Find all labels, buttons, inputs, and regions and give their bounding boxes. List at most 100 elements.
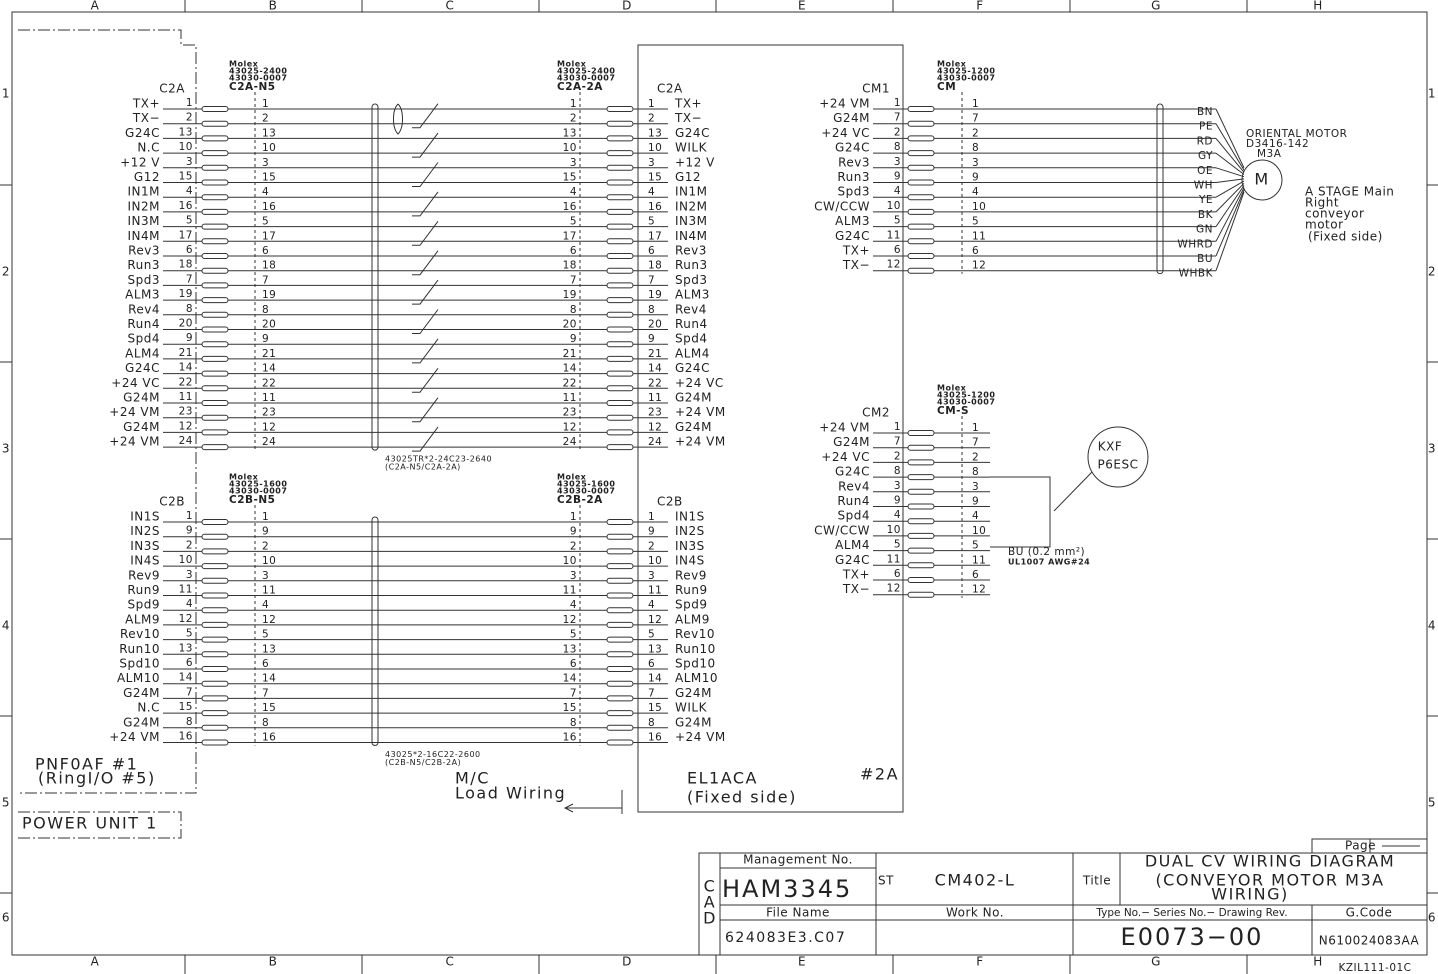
pin-label: 21 bbox=[179, 347, 193, 359]
column-label: F bbox=[976, 0, 983, 13]
pin-label: 1 bbox=[648, 511, 655, 523]
row-label: 4 bbox=[2, 619, 10, 633]
row-label: 3 bbox=[1428, 442, 1436, 456]
pin-label: 2 bbox=[262, 113, 269, 125]
signal-label: +24 VC bbox=[675, 376, 724, 390]
motor-model: D3416-142 bbox=[1246, 138, 1309, 150]
connector-part: 43030-0007 bbox=[557, 74, 615, 83]
pin-label: 6 bbox=[648, 245, 655, 257]
pin-label: 11 bbox=[563, 392, 577, 404]
pin-label: 2 bbox=[894, 126, 901, 138]
connector-name: C2B-N5 bbox=[229, 494, 275, 506]
wire-color: YE bbox=[1198, 194, 1213, 206]
signal-label: +24 VC bbox=[821, 450, 870, 464]
file-name-label: File Name bbox=[766, 906, 830, 920]
contact bbox=[201, 120, 229, 127]
signal-label: IN2M bbox=[127, 199, 160, 213]
row-label: 6 bbox=[1428, 911, 1436, 925]
pin-label: 8 bbox=[972, 466, 979, 478]
pin-label: 2 bbox=[570, 540, 577, 552]
pin-label: 8 bbox=[894, 465, 901, 477]
contact bbox=[606, 548, 634, 555]
contact bbox=[907, 253, 935, 259]
contact bbox=[201, 695, 229, 702]
twist-mark bbox=[412, 250, 439, 276]
pin-label: 10 bbox=[262, 555, 276, 567]
pin-label: 3 bbox=[262, 570, 269, 582]
contact bbox=[201, 429, 229, 436]
row-label: 2 bbox=[2, 265, 10, 279]
contact bbox=[606, 444, 634, 451]
pin-label: 1 bbox=[894, 97, 901, 109]
contact bbox=[907, 194, 935, 201]
pin-label: 5 bbox=[262, 216, 269, 228]
motor-lead bbox=[1215, 191, 1245, 271]
signal-label: +24 VC bbox=[821, 126, 870, 140]
motor-lead bbox=[1215, 138, 1245, 173]
signal-label: ALM4 bbox=[835, 538, 870, 552]
contact bbox=[606, 680, 634, 687]
connector-part: 43030-0007 bbox=[937, 398, 995, 407]
signal-label: +24 VM bbox=[675, 405, 726, 419]
pin-label: 4 bbox=[570, 599, 577, 611]
signal-label: G24M bbox=[833, 111, 870, 125]
signal-label: Spd9 bbox=[128, 598, 161, 612]
pin-label: 14 bbox=[648, 673, 662, 685]
signal-label: Spd10 bbox=[675, 657, 716, 671]
signal-label: Run4 bbox=[837, 494, 870, 508]
signal-label: N.C bbox=[137, 141, 160, 155]
pin-label: 6 bbox=[186, 244, 193, 256]
signal-label: +24 VM bbox=[675, 730, 726, 744]
pin-label: 24 bbox=[262, 436, 276, 448]
signal-label: Spd3 bbox=[128, 273, 161, 287]
twist-mark bbox=[412, 309, 439, 334]
contact bbox=[907, 444, 935, 451]
pin-label: 15 bbox=[563, 172, 577, 184]
motor-lead bbox=[1215, 187, 1245, 242]
pin-label: 12 bbox=[972, 260, 986, 272]
connector-part: 43025-2400 bbox=[229, 67, 287, 76]
pin-label: 19 bbox=[563, 289, 577, 301]
motor-lead bbox=[1215, 178, 1245, 183]
motor-lead bbox=[1215, 167, 1245, 178]
pin-label: 20 bbox=[563, 319, 577, 331]
pin-label: 11 bbox=[887, 553, 901, 565]
column-label: E bbox=[798, 955, 806, 969]
shield-loop bbox=[393, 103, 403, 135]
contact bbox=[907, 577, 935, 583]
sensor-bracket bbox=[990, 476, 1051, 548]
pin-label: 10 bbox=[563, 555, 577, 567]
pin-label: 13 bbox=[563, 643, 577, 655]
contact bbox=[606, 519, 634, 525]
column-label: A bbox=[91, 0, 100, 13]
motor-lead bbox=[1215, 189, 1245, 257]
signal-label: G24M bbox=[675, 391, 712, 405]
cable-note: (C2B-N5/C2B-2A) bbox=[385, 758, 461, 767]
column-label: D bbox=[622, 0, 632, 13]
pin-label: 1 bbox=[570, 511, 577, 523]
signal-label: TX+ bbox=[842, 244, 870, 258]
pin-label: 3 bbox=[570, 157, 577, 169]
pin-label: 9 bbox=[570, 333, 577, 345]
pin-label: 4 bbox=[894, 185, 901, 197]
row-label: 1 bbox=[2, 87, 10, 101]
contact bbox=[606, 106, 634, 112]
twist-mark bbox=[412, 162, 439, 187]
pin-label: 17 bbox=[648, 230, 662, 242]
signal-label: Run4 bbox=[675, 317, 708, 331]
el-box bbox=[637, 44, 904, 813]
pin-label: 9 bbox=[262, 333, 269, 345]
column-label: H bbox=[1313, 955, 1323, 969]
pin-label: 23 bbox=[179, 406, 193, 418]
signal-label: Rev3 bbox=[675, 244, 707, 258]
connector-label: CM2 bbox=[862, 406, 890, 420]
contact bbox=[907, 474, 935, 481]
twist-mark bbox=[412, 103, 439, 129]
pin-label: 3 bbox=[570, 570, 577, 582]
connector-maker: Molex bbox=[937, 60, 967, 69]
contact bbox=[907, 150, 935, 157]
pin-label: 3 bbox=[186, 156, 193, 168]
signal-label: TX+ bbox=[842, 568, 870, 582]
signal-label: WILK bbox=[675, 141, 708, 155]
contact bbox=[201, 164, 229, 171]
